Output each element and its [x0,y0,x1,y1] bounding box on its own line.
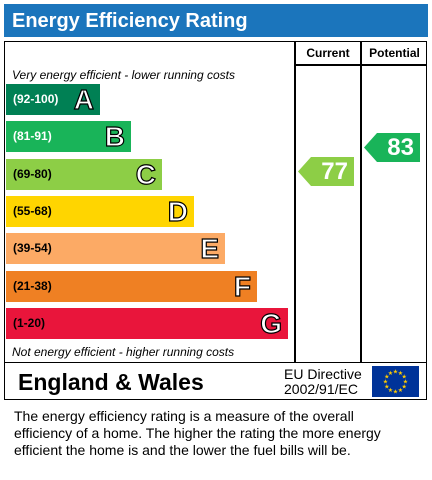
band-b: (81-91) B [6,121,131,152]
directive-line-2: 2002/91/EC [284,381,358,397]
description-line: efficiency of a home. The higher the rat… [14,425,381,441]
band-c: (69-80) C [6,158,162,190]
band-d: (55-68) D [6,196,194,227]
description-line: The energy efficiency rating is a measur… [14,408,354,424]
band-letter: G [260,307,283,339]
star-icon: ★ [393,389,398,396]
band-range: (39-54) [13,241,52,256]
star-icon: ★ [402,374,407,381]
band-letter: C [135,158,156,190]
potential-rating-value: 83 [387,134,414,161]
rating-table [4,41,427,363]
band-g: (1-20) G [6,308,288,339]
column-divider-potential [360,41,362,363]
band-f: (21-38) F [6,270,257,302]
star-icon: ★ [393,369,398,376]
eu-flag-icon: ★ ★ ★ ★ ★ ★ ★ ★ ★ ★ ★ ★ [372,366,419,397]
band-letter: D [167,195,188,227]
current-rating-arrow: 77 [298,157,354,186]
region-label: England & Wales [18,369,204,395]
star-icon: ★ [384,384,389,391]
bottom-note: Not energy efficient - higher running co… [12,345,235,359]
band-letter: E [200,233,220,265]
potential-arrow-shape [364,133,420,162]
band-range: (92-100) [13,92,59,106]
star-icon: ★ [402,384,407,391]
band-letter: A [73,84,94,115]
potential-rating-arrow: 83 [364,133,420,162]
star-icon: ★ [398,387,403,394]
band-range: (69-80) [13,166,52,181]
current-rating-value: 77 [321,158,348,185]
band-letter: B [104,121,125,153]
title-bar: Energy Efficiency Rating [4,4,428,37]
band-letter: F [233,270,251,302]
column-divider-current [294,41,296,363]
top-note: Very energy efficient - lower running co… [12,68,235,82]
header-current: Current [306,46,350,60]
chart-title: Energy Efficiency Rating [12,10,248,32]
current-arrow-shape [298,157,354,186]
description-line: efficient the home is and the lower the … [14,442,351,458]
star-icon: ★ [384,374,389,381]
directive-line-1: EU Directive [284,366,362,382]
eu-directive: EU Directive 2002/91/EC [284,367,362,397]
star-icon: ★ [388,387,393,394]
header-divider [294,64,427,66]
star-icon: ★ [383,379,388,386]
footer-box [4,363,427,400]
band-range: (55-68) [13,203,52,218]
header-potential: Potential [369,46,420,60]
star-icon: ★ [398,370,403,377]
star-icon: ★ [388,370,393,377]
band-range: (81-91) [13,129,52,144]
band-range: (21-38) [13,278,52,293]
band-e: (39-54) E [6,233,225,264]
star-icon: ★ [403,379,408,386]
description: The energy efficiency rating is a measur… [14,408,424,459]
band-range: (1-20) [13,315,46,330]
band-a: (92-100) A [6,84,100,115]
